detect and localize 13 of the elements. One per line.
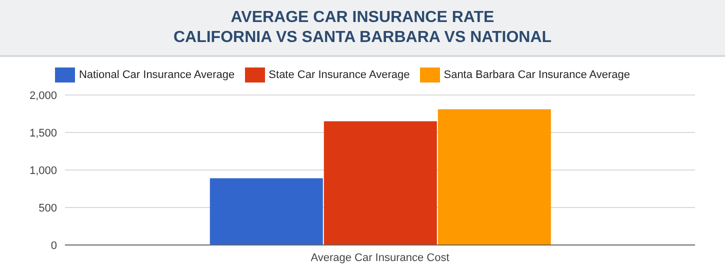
y-tick-label: 2,000 bbox=[29, 90, 57, 102]
y-tick-label: 0 bbox=[50, 240, 57, 252]
y-tick-label: 1,500 bbox=[29, 127, 57, 140]
legend-label: Santa Barbara Car Insurance Average bbox=[444, 68, 630, 81]
y-tick-label: 1,000 bbox=[29, 164, 57, 177]
bar bbox=[324, 121, 437, 245]
bar bbox=[438, 109, 551, 245]
bar bbox=[210, 178, 323, 245]
y-tick-label: 500 bbox=[38, 202, 57, 214]
x-tick-label: Average Car Insurance Cost bbox=[310, 252, 450, 264]
legend-label: National Car Insurance Average bbox=[78, 68, 235, 81]
chart-title: AVERAGE CAR INSURANCE RATE CALIFORNIA VS SANTA BARBARA VS NATIONAL bbox=[0, 0, 725, 57]
legend-label: State Car Insurance Average bbox=[268, 68, 410, 81]
